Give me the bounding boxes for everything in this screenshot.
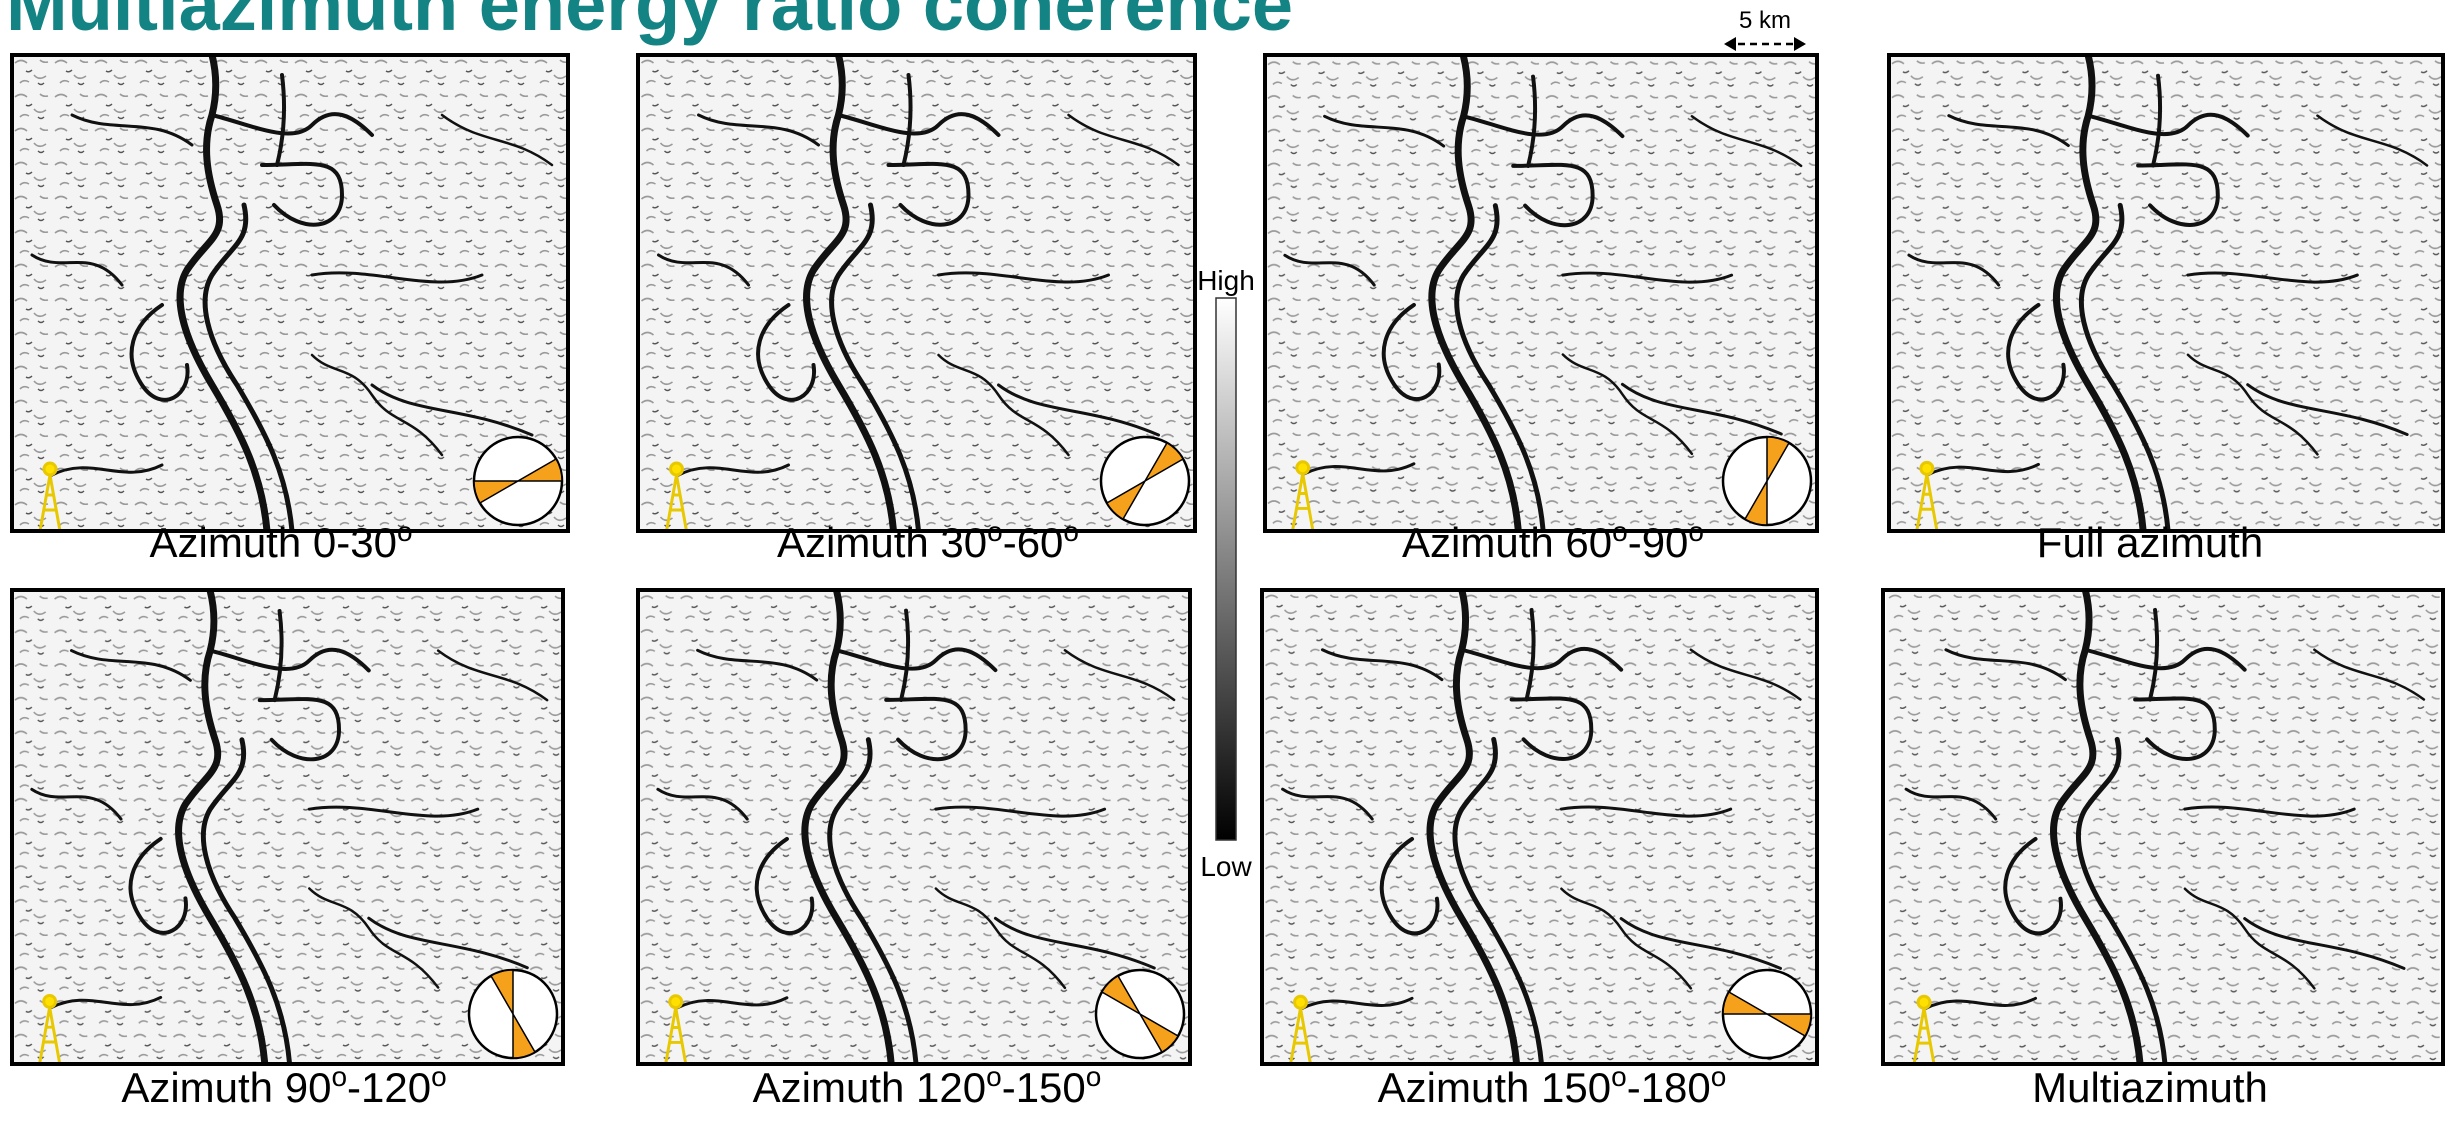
panel-caption: Azimuth 150o-180o — [1378, 1061, 1727, 1111]
caption-superscript: o — [1063, 516, 1079, 547]
caption-text: -90 — [1628, 519, 1689, 566]
caption-text: Azimuth 30 — [777, 519, 987, 566]
caption-superscript: o — [1612, 516, 1628, 547]
caption-superscript: o — [1611, 1061, 1627, 1092]
panel: Azimuth 60o-90o — [1265, 55, 1817, 566]
caption-superscript: o — [1711, 1061, 1727, 1092]
seismic-image — [1886, 590, 2440, 1064]
caption-text: Multiazimuth — [2032, 1064, 2268, 1111]
caption-superscript: o — [1688, 516, 1704, 547]
azimuth-indicator — [1723, 970, 1811, 1058]
caption-superscript: o — [431, 1061, 447, 1092]
panel: Azimuth 90o-120o — [12, 590, 563, 1111]
scale-label: 5 km — [1739, 7, 1791, 34]
caption-superscript: o — [986, 1061, 1002, 1092]
azimuth-indicator — [1096, 970, 1184, 1058]
panel: Azimuth 30o-60o — [638, 55, 1195, 566]
panel-caption: Multiazimuth — [2032, 1064, 2268, 1111]
colorbar-low: Low — [1200, 851, 1252, 882]
colorbar-high: High — [1197, 265, 1255, 296]
caption-superscript: o — [397, 516, 413, 547]
caption-text: Full azimuth — [2037, 519, 2263, 566]
title: Multiazimuth energy ratio coherence — [6, 0, 1293, 46]
panel: Azimuth 0-30o — [12, 55, 568, 566]
caption-text: Azimuth 90 — [121, 1064, 331, 1111]
panel: Multiazimuth — [1883, 590, 2443, 1111]
azimuth-indicator — [1723, 437, 1811, 525]
seismic-image — [1889, 56, 2443, 530]
caption-superscript: o — [1086, 1061, 1102, 1092]
panel-caption: Azimuth 120o-150o — [753, 1061, 1102, 1111]
caption-text: Azimuth 0-30 — [149, 519, 396, 566]
panel-caption: Azimuth 0-30o — [149, 516, 412, 566]
caption-text: -120 — [347, 1064, 431, 1111]
panel: Full azimuth — [1889, 55, 2443, 566]
colorbar: High Low — [1197, 265, 1255, 882]
azimuth-indicator — [474, 437, 562, 525]
panel: Azimuth 150o-180o — [1262, 590, 1817, 1111]
panel-caption: Full azimuth — [2037, 519, 2263, 566]
panel-caption: Azimuth 90o-120o — [121, 1061, 446, 1111]
caption-text: -150 — [1002, 1064, 1086, 1111]
caption-text: -60 — [1003, 519, 1064, 566]
panel-caption: Azimuth 30o-60o — [777, 516, 1079, 566]
caption-text: Azimuth 150 — [1378, 1064, 1611, 1111]
caption-superscript: o — [987, 516, 1003, 547]
caption-text: Azimuth 60 — [1402, 519, 1612, 566]
caption-superscript: o — [331, 1061, 347, 1092]
figure: Multiazimuth energy ratio coherence 5 km… — [0, 0, 2446, 1122]
azimuth-indicator — [1101, 437, 1189, 525]
caption-text: -180 — [1627, 1064, 1711, 1111]
panel: Azimuth 120o-150o — [638, 590, 1190, 1111]
caption-text: Azimuth 120 — [753, 1064, 986, 1111]
panel-caption: Azimuth 60o-90o — [1402, 516, 1704, 566]
azimuth-indicator — [469, 970, 557, 1058]
scale-bar: 5 km — [1724, 7, 1806, 51]
